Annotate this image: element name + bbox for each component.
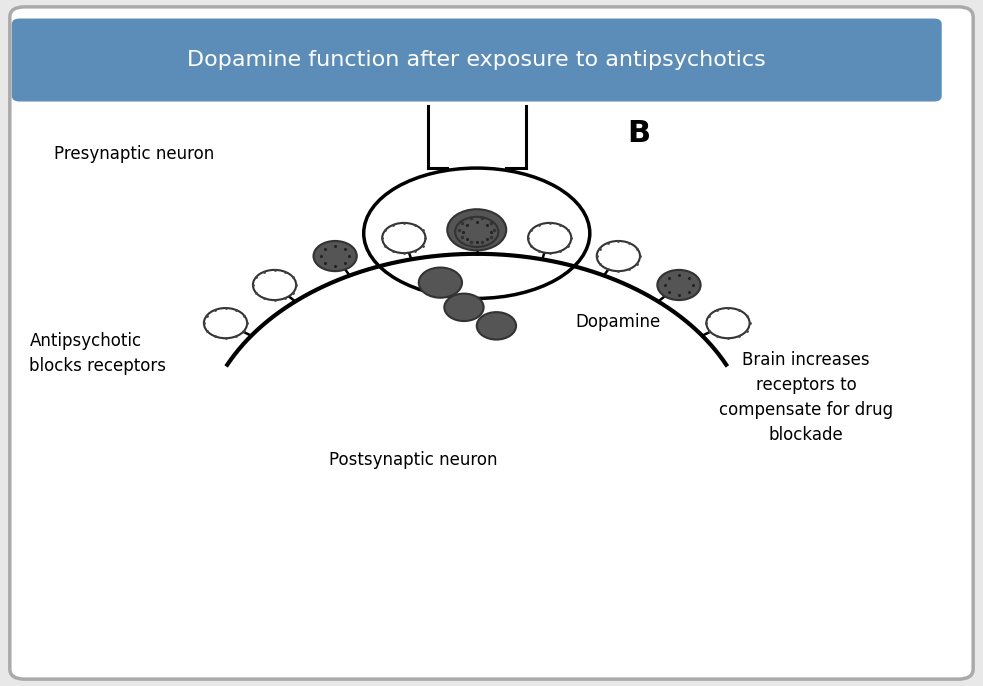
Circle shape xyxy=(455,217,498,247)
Text: Antipsychotic
blocks receptors: Antipsychotic blocks receptors xyxy=(29,332,166,375)
Circle shape xyxy=(314,241,357,271)
Text: Postsynaptic neuron: Postsynaptic neuron xyxy=(328,451,497,469)
Text: Presynaptic neuron: Presynaptic neuron xyxy=(54,145,214,163)
Text: Brain increases
receptors to
compensate for drug
blockade: Brain increases receptors to compensate … xyxy=(719,351,894,445)
Circle shape xyxy=(444,294,484,321)
Ellipse shape xyxy=(364,168,590,298)
Circle shape xyxy=(658,270,701,300)
Circle shape xyxy=(253,270,296,300)
FancyBboxPatch shape xyxy=(12,19,942,102)
Text: Dopamine function after exposure to antipsychotics: Dopamine function after exposure to anti… xyxy=(188,50,766,71)
Circle shape xyxy=(597,241,640,271)
Circle shape xyxy=(707,308,750,338)
Circle shape xyxy=(419,268,462,298)
Circle shape xyxy=(382,223,426,253)
Circle shape xyxy=(447,209,506,250)
Text: Dopamine: Dopamine xyxy=(575,314,661,331)
Text: B: B xyxy=(627,119,651,148)
Circle shape xyxy=(528,223,571,253)
Circle shape xyxy=(477,312,516,340)
Circle shape xyxy=(203,308,247,338)
